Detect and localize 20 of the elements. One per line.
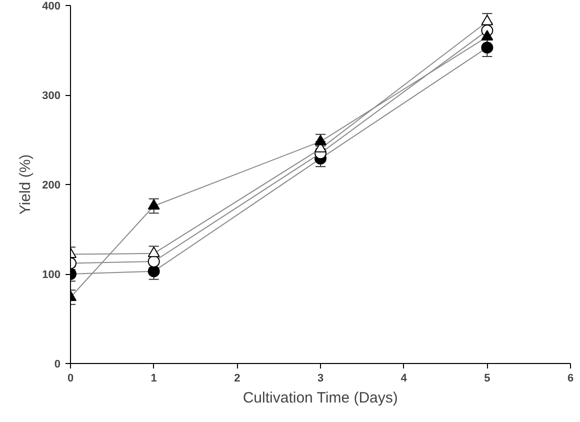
point xyxy=(148,199,160,210)
y-tick-label: 300 xyxy=(42,90,61,102)
point xyxy=(148,265,160,278)
y-tick-label: 0 xyxy=(54,358,61,370)
x-tick-label: 0 xyxy=(67,372,74,384)
point xyxy=(148,246,160,258)
x-tick-label: 2 xyxy=(234,372,240,384)
y-tick-label: 100 xyxy=(42,269,61,281)
x-tick-label: 3 xyxy=(317,372,324,384)
x-tick-label: 6 xyxy=(567,372,574,384)
x-tick-label: 4 xyxy=(400,372,408,384)
y-tick-label: 200 xyxy=(42,180,61,192)
x-tick-label: 5 xyxy=(484,372,490,384)
point xyxy=(314,134,326,146)
y-axis-title: Yield (%) xyxy=(17,154,34,215)
point xyxy=(481,30,494,40)
x-tick-label: 1 xyxy=(150,372,157,384)
y-tick-label: 400 xyxy=(42,0,61,12)
x-axis-title: Cultivation Time (Days) xyxy=(242,390,398,406)
point xyxy=(481,14,494,26)
